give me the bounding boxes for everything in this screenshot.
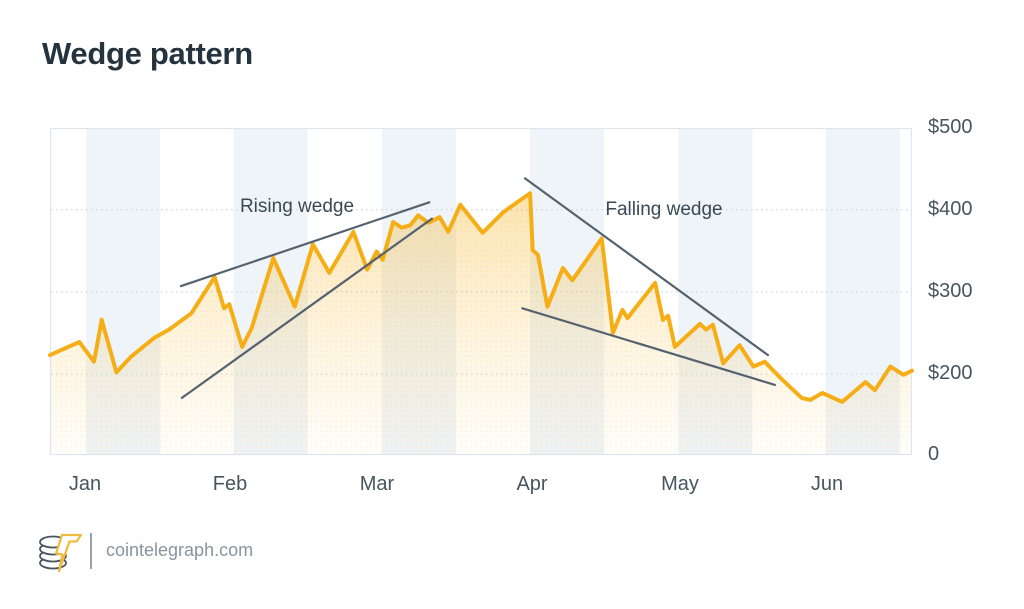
x-tick-label-feb: Feb <box>212 473 248 495</box>
falling-wedge-upper-trendline <box>523 177 770 357</box>
x-tick-label-may: May <box>661 473 699 495</box>
x-tick-label-jun: Jun <box>810 473 844 495</box>
rising-wedge-lower-trendline <box>180 217 433 399</box>
x-tick-label-apr: Apr <box>516 473 548 495</box>
falling-wedge-annotation: Falling wedge <box>605 199 723 220</box>
price-area-fill <box>50 193 912 454</box>
y-tick-label-300: $300 <box>928 280 973 302</box>
lightning-bolt-icon <box>54 533 83 573</box>
y-tick-label-0: 0 <box>928 443 940 465</box>
price-line <box>48 191 914 404</box>
cointelegraph-logo-icon <box>39 533 83 573</box>
plot-border <box>49 127 913 456</box>
wedge-trendlines <box>179 177 777 399</box>
y-tick-label-500: $500 <box>928 116 973 138</box>
y-tick-label-200: $200 <box>928 362 973 384</box>
page-title: Wedge pattern <box>42 36 253 71</box>
footer-divider <box>90 533 92 569</box>
x-tick-label-jan: Jan <box>68 473 102 495</box>
x-tick-label-mar: Mar <box>359 473 395 495</box>
price-area-dots <box>50 193 912 454</box>
rising-wedge-annotation: Rising wedge <box>239 196 355 217</box>
plot-frame <box>49 127 913 456</box>
footer-site-label: cointelegraph.com <box>106 540 254 560</box>
y-tick-label-400: $400 <box>928 198 973 220</box>
price-line-path <box>48 191 914 404</box>
falling-wedge-lower-trendline <box>521 307 777 386</box>
rising-wedge-upper-trendline <box>179 201 431 288</box>
